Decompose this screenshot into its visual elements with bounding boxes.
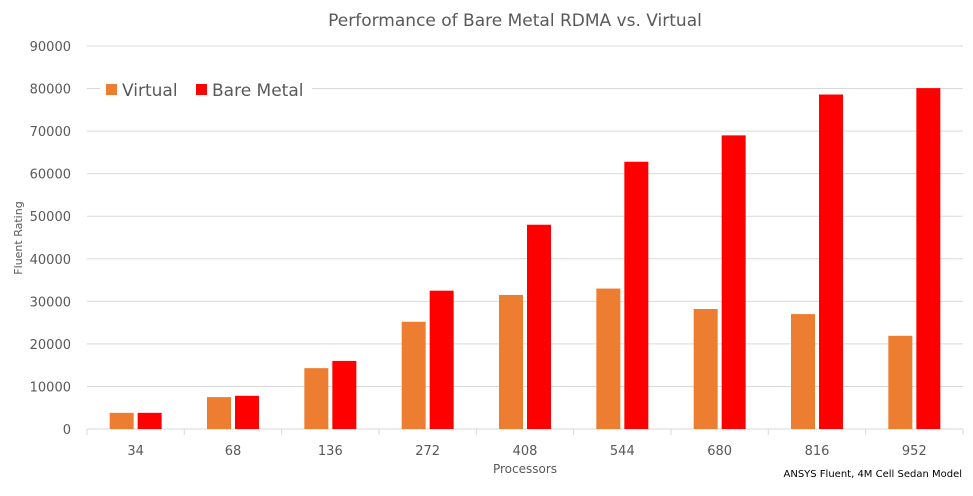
y-tick-label: 50000 [30,210,71,225]
x-tick-label: 136 [318,444,343,459]
y-tick-labels: 0 10000 20000 30000 40000 50000 60000 70000 8000… [30,40,71,438]
x-axis-label: Processors [493,462,557,476]
bars [109,88,941,430]
y-tick-label: 20000 [30,338,71,353]
bar-bare-metal-952 [916,88,941,429]
y-axis-label: Fluent Rating [12,201,25,274]
y-tick-label: 70000 [30,125,71,140]
legend-label-bare-metal: Bare Metal [212,81,304,101]
y-tick-label: 90000 [30,40,71,55]
bar-bare-metal-408 [527,224,551,429]
footnote: ANSYS Fluent, 4M Cell Sedan Model [784,469,963,480]
bar-virtual-34 [109,412,134,429]
y-tick-label: 10000 [30,380,71,395]
bar-bare-metal-816 [819,94,843,429]
bar-virtual-816 [791,314,815,429]
bar-bare-metal-68 [235,395,259,429]
x-tick-label: 680 [707,444,732,459]
legend-swatch-bare-metal [196,84,207,95]
bar-virtual-136 [304,368,329,429]
bar-virtual-68 [207,397,231,429]
bar-bare-metal-544 [624,161,649,430]
x-tick-label: 952 [902,444,927,459]
y-tick-label: 40000 [30,253,71,268]
gridlines [86,45,964,435]
y-tick-label: 60000 [30,168,71,183]
y-tick-label: 80000 [30,83,71,98]
x-tick-label: 544 [610,444,635,459]
legend: Virtual Bare Metal [100,78,312,102]
bar-bare-metal-34 [137,412,162,429]
bar-virtual-272 [401,321,426,429]
bar-virtual-952 [888,335,913,429]
y-tick-label: 0 [63,423,71,438]
x-tick-labels: 34 68 136 272 408 544 680 816 952 [127,444,926,459]
legend-label-virtual: Virtual [122,81,178,101]
y-tick-label: 30000 [30,295,71,310]
chart-title: Performance of Bare Metal RDMA vs. Virtu… [328,11,702,31]
x-tick-label: 68 [225,444,242,459]
x-tick-label: 272 [415,444,440,459]
x-tick-label: 34 [127,444,144,459]
bar-virtual-544 [596,288,621,429]
bar-virtual-680 [693,308,718,429]
bar-bare-metal-136 [332,360,357,429]
x-tick-label: 816 [805,444,830,459]
bar-virtual-408 [499,294,523,429]
bar-bare-metal-272 [429,290,454,429]
legend-swatch-virtual [106,84,117,95]
x-tick-label: 408 [513,444,538,459]
bar-bare-metal-680 [721,135,746,429]
